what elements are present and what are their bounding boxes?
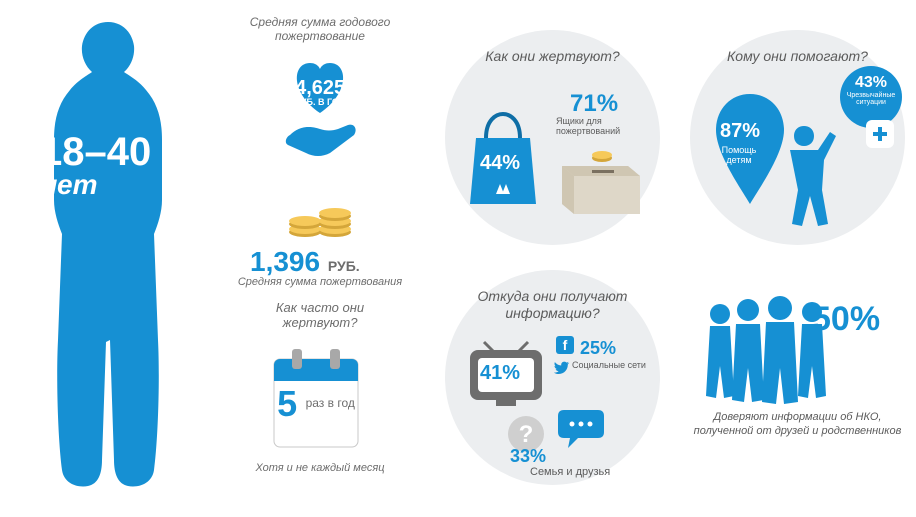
donation-box-icon: [556, 142, 646, 222]
frequency-value: 5 раз в год: [268, 345, 364, 455]
info-social-pct: 25%: [580, 338, 616, 359]
emergency-label: Чрезвычайные ситуации: [840, 92, 902, 106]
age-label: 18–40 лет: [40, 130, 151, 201]
frequency-note: Хотя и не каждый месяц: [250, 462, 390, 474]
who-help-title: Кому они помогают?: [690, 30, 905, 65]
how-donate-box-label: Ящики для пожертвований: [556, 116, 646, 136]
who-help-pin-pct: 87%: [720, 120, 760, 143]
who-help-pin-label: Помощь детям: [712, 145, 766, 165]
yearly-donation-value: 4,625 РУБ. В ГОД: [295, 78, 345, 108]
avg-donation-label: Средняя сумма пожертвования: [235, 276, 405, 288]
svg-text:?: ?: [519, 421, 534, 448]
emergency-badge: 43% Чрезвычайные ситуации: [840, 66, 902, 128]
avg-donation-value: 1,396 РУБ.: [250, 246, 360, 278]
facebook-icon: f: [556, 336, 574, 354]
trust-pct: 50%: [812, 300, 880, 339]
info-friends-label: Семья и друзья: [530, 466, 610, 478]
yearly-donation-title: Средняя сумма годового пожертвование: [235, 15, 405, 43]
how-donate-title: Как они жертвуют?: [445, 30, 660, 65]
person-silhouette: [10, 20, 210, 490]
frequency-title: Как часто они жертвуют?: [250, 300, 390, 330]
info-friends-pct: 33%: [510, 446, 546, 467]
heart-hand-icon: [270, 55, 370, 165]
speech-bubble-icon: [556, 406, 606, 450]
coins-icon: [285, 200, 355, 240]
twitter-icon: [554, 360, 570, 376]
trust-label: Доверяют информации об НКО, полученной о…: [690, 410, 905, 439]
info-title: Откуда они получают информацию?: [445, 270, 660, 322]
emergency-pct: 43%: [840, 66, 902, 92]
girl-silhouette-icon: [770, 120, 840, 230]
how-donate-box-pct: 71%: [570, 90, 618, 118]
info-social-label: Социальные сети: [572, 360, 652, 370]
info-tv-pct: 41%: [480, 362, 520, 385]
how-donate-bag-pct: 44%: [480, 152, 520, 175]
medical-cross-icon: [866, 120, 894, 148]
